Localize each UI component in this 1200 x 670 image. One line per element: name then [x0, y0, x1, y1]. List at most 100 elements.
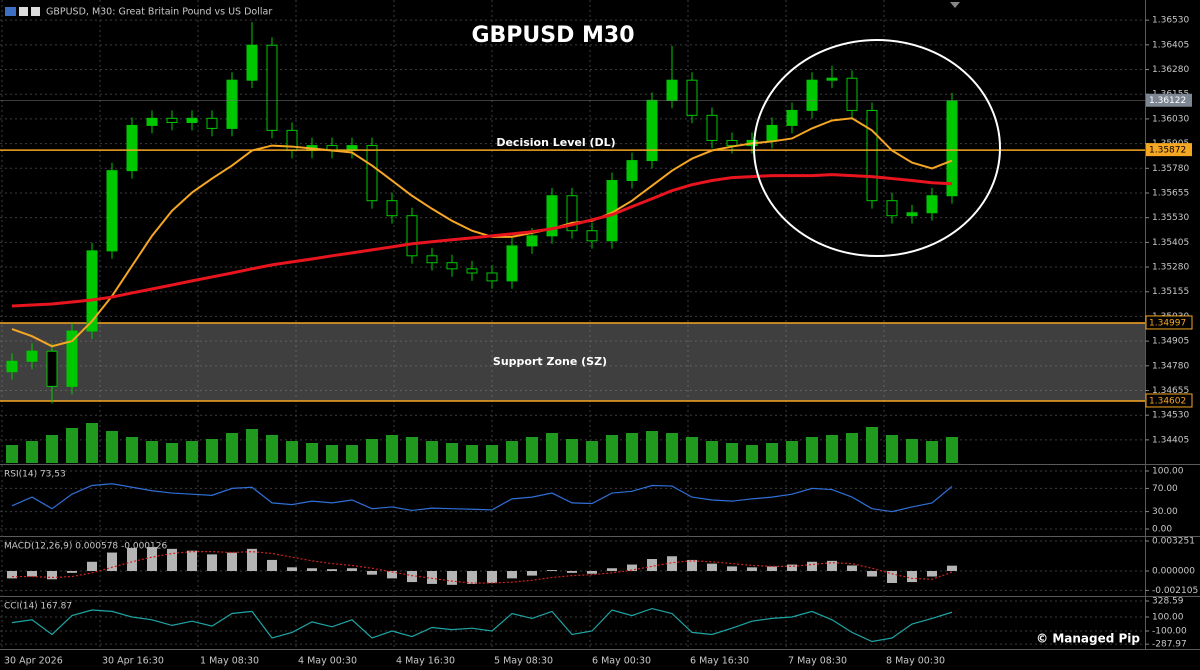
- macd-bar: [367, 571, 377, 575]
- volume-bar: [26, 441, 38, 463]
- y-tick-label: 1.34905: [1152, 337, 1189, 347]
- macd-bar: [107, 552, 117, 571]
- volume-bar: [426, 441, 438, 463]
- x-tick-label: 8 May 00:30: [886, 656, 945, 667]
- price-tag: [1145, 393, 1193, 408]
- candle-body: [406, 215, 418, 257]
- volume-bar: [906, 439, 918, 463]
- macd-bar: [767, 566, 777, 571]
- volume-bar: [766, 443, 778, 463]
- x-tick-label: 7 May 08:30: [788, 656, 847, 667]
- macd-bar: [627, 564, 637, 571]
- candle-body: [206, 117, 218, 129]
- y-tick-label: 1.34780: [1152, 361, 1189, 371]
- chart-header: GBPUSD, M30: Great Britain Pound vs US D…: [46, 7, 272, 18]
- candle-body: [46, 350, 58, 387]
- candle-body: [466, 268, 478, 274]
- macd-bar: [447, 571, 457, 585]
- macd-bar: [647, 559, 657, 571]
- y-tick-label: 0.003251: [1152, 536, 1195, 546]
- x-tick-label: 1 May 08:30: [200, 656, 259, 667]
- y-tick-label: 1.35280: [1152, 263, 1189, 273]
- candle-body: [66, 330, 78, 387]
- macd-bar: [947, 565, 957, 571]
- candle-body: [866, 109, 878, 202]
- volume-bar: [566, 439, 578, 463]
- volume-bar: [746, 445, 758, 463]
- macd-bar: [807, 561, 817, 571]
- candle-body: [126, 124, 138, 172]
- volume-bar: [46, 435, 58, 463]
- shift-marker: [950, 2, 960, 8]
- y-tick-label: 70.00: [1152, 484, 1178, 494]
- volume-bar: [786, 441, 798, 463]
- candle-body: [946, 100, 958, 197]
- candle-body: [666, 79, 678, 101]
- candle-body: [26, 350, 38, 362]
- macd-bar: [667, 556, 677, 571]
- volume-bar: [86, 423, 98, 463]
- y-tick-label: 1.36030: [1152, 114, 1189, 124]
- indicator-line: [11, 607, 953, 643]
- volume-bar: [606, 435, 618, 463]
- y-tick-label: 0.00: [1152, 525, 1172, 535]
- macd-bar: [687, 559, 697, 571]
- icon: [19, 7, 28, 16]
- volume-bar: [586, 441, 598, 463]
- volume-bar: [386, 435, 398, 463]
- volume-bar: [506, 441, 518, 463]
- candle-body: [806, 79, 818, 111]
- candle-body: [706, 114, 718, 141]
- macd-bar: [887, 571, 897, 583]
- icon: [5, 7, 16, 16]
- icon: [31, 7, 40, 16]
- macd-bar: [327, 569, 337, 571]
- volume-bar: [246, 429, 258, 463]
- candle-body: [266, 44, 278, 131]
- volume-bar: [6, 445, 18, 463]
- candle-body: [566, 195, 578, 232]
- volume-bar: [206, 439, 218, 463]
- x-tick-label: 6 May 16:30: [690, 656, 749, 667]
- candle-body: [486, 272, 498, 282]
- zone-label: Support Zone (SZ): [493, 355, 607, 368]
- macd-bar: [187, 550, 197, 571]
- highlight-circle: [753, 39, 1001, 257]
- y-tick-label: 1.36405: [1152, 40, 1189, 50]
- indicator-line: [11, 483, 953, 513]
- candle-body: [926, 195, 938, 214]
- price-tag: [1146, 93, 1192, 107]
- volume-bar: [406, 437, 418, 463]
- candle-body: [726, 139, 738, 147]
- volume-bar: [66, 428, 78, 463]
- macd-bar: [827, 560, 837, 571]
- price-tag: [1145, 315, 1193, 330]
- y-tick-label: 1.34655: [1152, 386, 1189, 396]
- macd-bar: [487, 571, 497, 583]
- y-tick-label: 1.36280: [1152, 65, 1189, 75]
- macd-bar: [507, 571, 517, 579]
- macd-bar: [27, 571, 37, 577]
- panel-frames: [0, 0, 1200, 650]
- candle-body: [686, 79, 698, 116]
- macd-bar: [207, 554, 217, 571]
- level-label: Decision Level (DL): [496, 136, 615, 149]
- support-zone: [0, 322, 1145, 401]
- watermark: © Managed Pip: [1036, 632, 1140, 646]
- candle-body: [106, 170, 118, 252]
- volume-bar: [346, 445, 358, 463]
- macd-bar: [87, 561, 97, 571]
- volume-bar: [646, 431, 658, 463]
- candle-body: [6, 360, 18, 373]
- volume-bar: [486, 445, 498, 463]
- candle-body: [246, 44, 258, 81]
- volume-bar: [726, 443, 738, 463]
- candle-body: [166, 117, 178, 123]
- volume-bar: [686, 437, 698, 463]
- y-tick-label: 1.35155: [1152, 287, 1189, 297]
- candle-body: [526, 235, 538, 247]
- macd-bar: [127, 547, 137, 571]
- volume-bar: [526, 437, 538, 463]
